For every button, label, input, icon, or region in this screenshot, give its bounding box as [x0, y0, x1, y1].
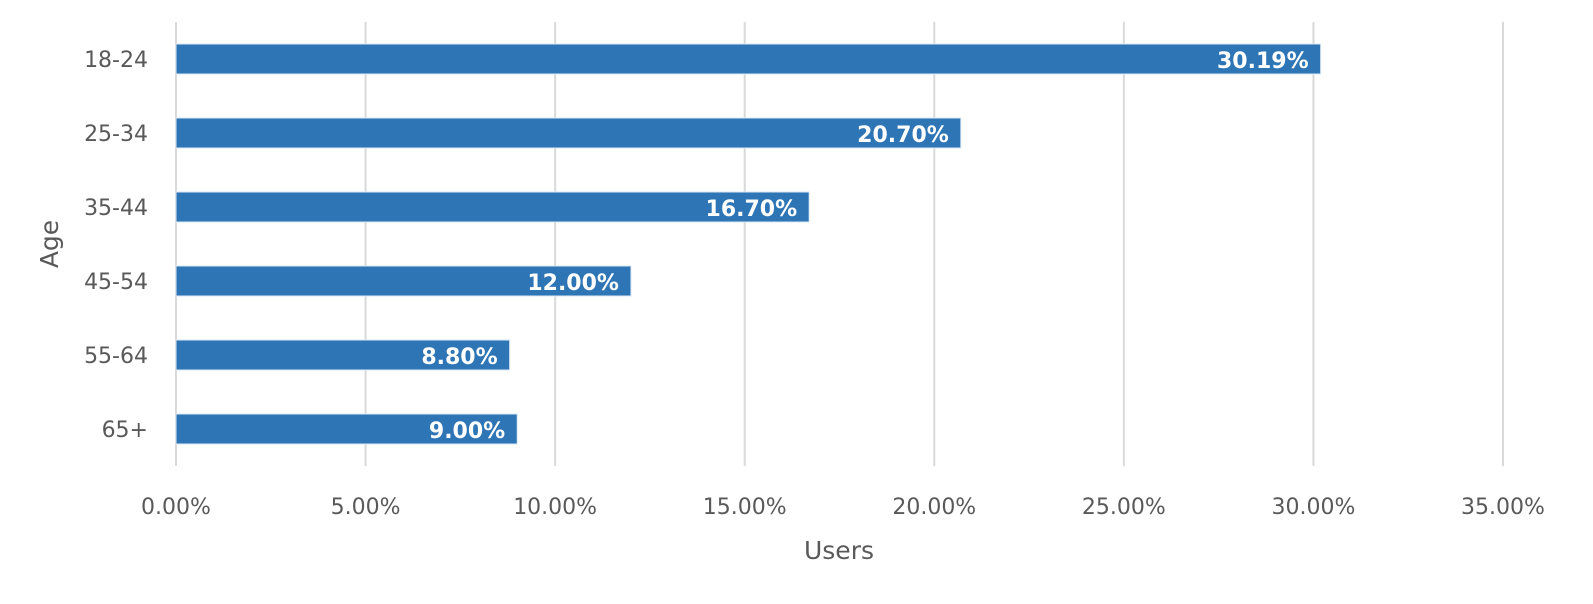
- bar-18-24: [175, 43, 1322, 75]
- bar-25-34: [175, 117, 962, 149]
- data-label: 8.80%: [421, 345, 497, 370]
- x-tick-label: 0.00%: [141, 495, 211, 520]
- y-axis-ticks: 18-24 25-34 35-44 45-54 55-64 65+: [84, 48, 148, 443]
- x-tick-label: 10.00%: [513, 495, 597, 520]
- gridlines: [175, 22, 1504, 466]
- y-tick-label: 35-44: [84, 196, 148, 221]
- x-tick-label: 35.00%: [1461, 495, 1545, 520]
- y-tick-label: 18-24: [84, 48, 148, 73]
- data-label: 12.00%: [527, 271, 619, 296]
- x-axis-title: Users: [804, 536, 874, 565]
- bars: 30.19% 20.70% 16.70% 12.00% 8.80% 9.00%: [175, 43, 1322, 445]
- x-axis-ticks: 0.00% 5.00% 10.00% 15.00% 20.00% 25.00% 30.00%…: [141, 495, 1545, 520]
- y-tick-label: 55-64: [84, 344, 148, 369]
- x-tick-label: 25.00%: [1082, 495, 1166, 520]
- x-tick-label: 20.00%: [892, 495, 976, 520]
- x-tick-label: 15.00%: [703, 495, 787, 520]
- x-tick-label: 5.00%: [331, 495, 401, 520]
- data-label: 9.00%: [429, 419, 505, 444]
- x-tick-label: 30.00%: [1271, 495, 1355, 520]
- y-tick-label: 25-34: [84, 122, 148, 147]
- bar-35-44: [175, 191, 810, 223]
- y-tick-label: 45-54: [84, 270, 148, 295]
- data-label: 16.70%: [706, 197, 798, 222]
- y-tick-label: 65+: [102, 418, 148, 443]
- bar-55-64: [175, 339, 511, 371]
- bar-65+: [175, 413, 518, 445]
- data-label: 20.70%: [857, 123, 949, 148]
- bar-45-54: [175, 265, 632, 297]
- data-label: 30.19%: [1217, 49, 1309, 74]
- y-axis-title: Age: [35, 220, 64, 268]
